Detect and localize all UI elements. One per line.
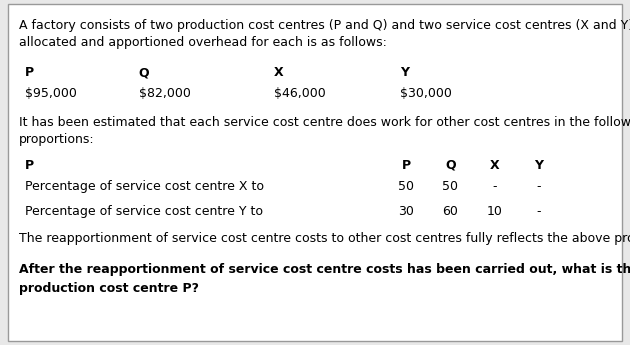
Text: Percentage of service cost centre X to: Percentage of service cost centre X to [25, 180, 264, 193]
Text: allocated and apportioned overhead for each is as follows:: allocated and apportioned overhead for e… [19, 36, 387, 49]
Text: The reapportionment of service cost centre costs to other cost centres fully ref: The reapportionment of service cost cent… [19, 232, 630, 245]
Text: It has been estimated that each service cost centre does work for other cost cen: It has been estimated that each service … [19, 116, 630, 129]
Text: X: X [490, 159, 500, 172]
Text: Percentage of service cost centre Y to: Percentage of service cost centre Y to [25, 205, 263, 218]
Text: X: X [274, 66, 284, 79]
Text: A factory consists of two production cost centres (P and Q) and two service cost: A factory consists of two production cos… [19, 19, 630, 32]
Text: -: - [536, 205, 541, 218]
Text: 10: 10 [486, 205, 503, 218]
Text: $30,000: $30,000 [400, 87, 452, 100]
Text: $82,000: $82,000 [139, 87, 190, 100]
Text: Q: Q [445, 159, 455, 172]
Text: P: P [402, 159, 411, 172]
Text: Y: Y [534, 159, 543, 172]
Text: -: - [536, 180, 541, 193]
Text: $95,000: $95,000 [25, 87, 77, 100]
Text: $46,000: $46,000 [274, 87, 326, 100]
Text: Y: Y [400, 66, 409, 79]
Text: production cost centre P?: production cost centre P? [19, 282, 199, 295]
Text: After the reapportionment of service cost centre costs has been carried out, wha: After the reapportionment of service cos… [19, 263, 630, 276]
Text: P: P [25, 159, 34, 172]
Text: Q: Q [139, 66, 149, 79]
Text: 60: 60 [442, 205, 459, 218]
FancyBboxPatch shape [8, 4, 622, 341]
Text: 50: 50 [398, 180, 415, 193]
Text: proportions:: proportions: [19, 133, 94, 146]
Text: 30: 30 [398, 205, 415, 218]
Text: 50: 50 [442, 180, 459, 193]
Text: P: P [25, 66, 34, 79]
Text: -: - [492, 180, 497, 193]
